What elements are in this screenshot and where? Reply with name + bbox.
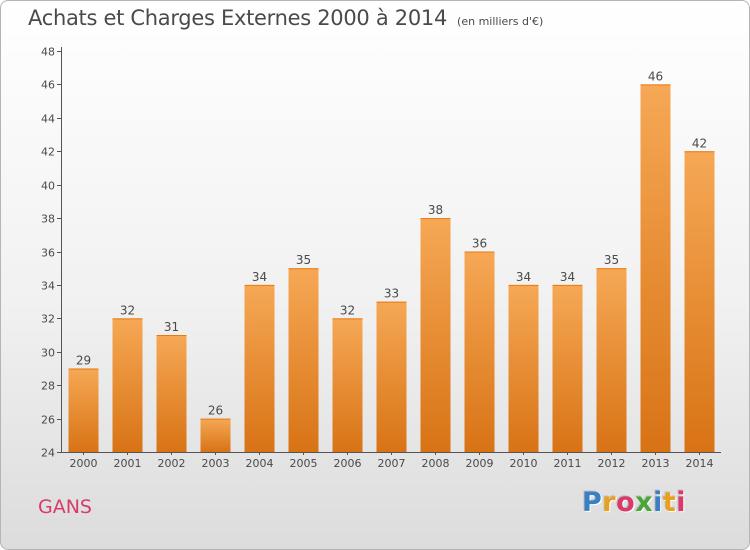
logo-letter: o xyxy=(616,487,636,518)
data-label-2006: 32 xyxy=(340,303,355,317)
logo-letter: t xyxy=(662,487,677,518)
y-tick-label-34: 34 xyxy=(41,280,55,293)
data-label-2003: 26 xyxy=(208,404,223,418)
logo-letter: r xyxy=(602,487,617,518)
bar-2002 xyxy=(156,335,187,452)
y-tick-label-26: 26 xyxy=(41,414,55,427)
proxiti-logo[interactable]: Proxiti xyxy=(582,487,686,518)
logo-letter: P xyxy=(582,487,603,518)
data-label-2010: 34 xyxy=(516,270,531,284)
logo-letter: x xyxy=(635,487,654,518)
title-row: Achats et Charges Externes 2000 à 2014 (e… xyxy=(28,6,543,30)
data-label-2013: 46 xyxy=(648,69,663,83)
data-label-2009: 36 xyxy=(472,237,487,251)
x-tick-label-2002: 2002 xyxy=(158,457,186,470)
y-tick-label-44: 44 xyxy=(41,113,55,126)
data-label-2005: 35 xyxy=(296,253,311,267)
y-tick-label-40: 40 xyxy=(41,180,55,193)
bar-2010 xyxy=(508,284,539,452)
y-tick-label-42: 42 xyxy=(41,146,55,159)
data-label-2008: 38 xyxy=(428,203,443,217)
bar-2005 xyxy=(288,268,319,452)
x-tick-label-2013: 2013 xyxy=(642,457,670,470)
axis-layer: 2000 2001 2002 2003 2004 2005 2006 2007 2008 2009… xyxy=(41,46,721,470)
logo-letter: i xyxy=(653,487,663,518)
x-tick-label-2009: 2009 xyxy=(466,457,494,470)
x-tick-label-2001: 2001 xyxy=(114,457,142,470)
data-label-2014: 42 xyxy=(692,136,707,150)
x-tick-label-2003: 2003 xyxy=(202,457,230,470)
x-tick-label-2007: 2007 xyxy=(378,457,406,470)
data-label-2011: 34 xyxy=(560,270,575,284)
bar-2011 xyxy=(552,284,583,452)
x-tick-label-2000: 2000 xyxy=(70,457,98,470)
y-tick-label-46: 46 xyxy=(41,79,55,92)
bar-2007 xyxy=(376,301,407,452)
bar-2014 xyxy=(684,151,715,452)
data-label-2004: 34 xyxy=(252,270,267,284)
chart-title: Achats et Charges Externes 2000 à 2014 xyxy=(28,6,448,30)
x-tick-label-2006: 2006 xyxy=(334,457,362,470)
data-label-2012: 35 xyxy=(604,253,619,267)
y-tick-label-30: 30 xyxy=(41,347,55,360)
y-tick-label-24: 24 xyxy=(41,447,55,460)
x-tick-label-2011: 2011 xyxy=(554,457,582,470)
y-tick-label-38: 38 xyxy=(41,213,55,226)
bar-2001 xyxy=(112,318,143,452)
x-tick-label-2004: 2004 xyxy=(246,457,274,470)
commune-name: GANS xyxy=(38,496,92,518)
chart-subtitle: (en milliers d'€) xyxy=(457,15,544,28)
bar-2003 xyxy=(200,418,231,452)
bar-2008 xyxy=(420,218,451,452)
bar-2004 xyxy=(244,284,275,452)
bar-2000 xyxy=(68,368,99,452)
data-label-2007: 33 xyxy=(384,287,399,301)
y-tick-label-28: 28 xyxy=(41,380,55,393)
y-tick-label-36: 36 xyxy=(41,247,55,260)
data-label-2001: 32 xyxy=(120,303,135,317)
bars-layer: 29 32 31 26 34 35 32 33 38 36 34 34 35 46 42 xyxy=(68,69,715,453)
x-tick-label-2008: 2008 xyxy=(422,457,450,470)
x-tick-label-2012: 2012 xyxy=(598,457,626,470)
logo-letter: i xyxy=(676,487,687,518)
bar-2012 xyxy=(596,268,627,452)
x-tick-label-2005: 2005 xyxy=(290,457,318,470)
bar-2009 xyxy=(464,251,495,452)
y-tick-label-48: 48 xyxy=(41,46,55,59)
y-tick-label-32: 32 xyxy=(41,313,55,326)
x-tick-label-2014: 2014 xyxy=(686,457,714,470)
x-tick-label-2010: 2010 xyxy=(510,457,538,470)
bar-2013 xyxy=(640,84,671,453)
bar-2006 xyxy=(332,318,363,452)
data-label-2000: 29 xyxy=(76,353,91,367)
data-label-2002: 31 xyxy=(164,320,179,334)
